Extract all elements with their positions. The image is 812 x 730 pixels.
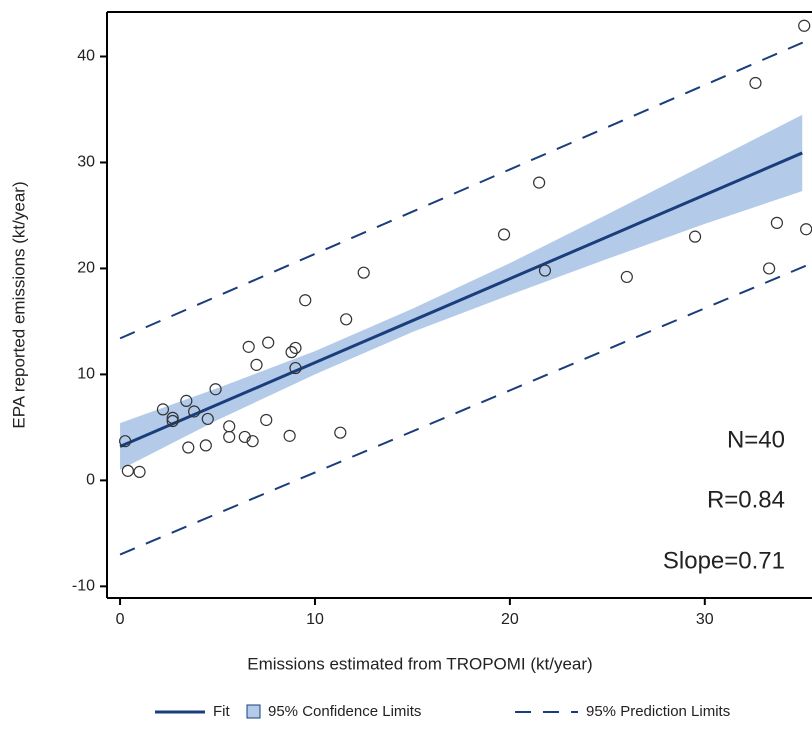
data-point: [262, 336, 275, 349]
data-point: [283, 429, 296, 442]
data-point: [289, 361, 302, 375]
data-point: [357, 266, 370, 279]
data-point: [166, 411, 179, 424]
y-axis-label: EPA reported emissions (kt/year): [9, 181, 28, 428]
data-point: [285, 346, 298, 359]
legend: Fit 95% Confidence Limits 95% Prediction L…: [155, 703, 730, 720]
data-point: [260, 413, 273, 427]
data-point: [166, 414, 179, 428]
x-tick-label: 30: [696, 611, 714, 628]
data-point: [246, 435, 259, 448]
data-point: [620, 270, 633, 284]
data-point: [538, 264, 552, 277]
x-tick-label: 20: [501, 611, 519, 628]
data-point: [299, 294, 312, 307]
data-point: [770, 216, 784, 229]
data-point: [223, 420, 236, 433]
annotation: R=0.84: [707, 486, 785, 513]
x-tick-label: 10: [306, 611, 324, 628]
data-point: [250, 358, 263, 371]
data-point: [180, 394, 193, 408]
legend-label: 95% Confidence Limits: [268, 703, 421, 720]
legend-label: 95% Prediction Limits: [586, 703, 730, 720]
data-point: [209, 383, 222, 396]
data-point: [223, 430, 236, 444]
data-point: [763, 262, 776, 275]
data-point: [242, 340, 255, 353]
x-axis-label: Emissions estimated from TROPOMI (kt/yea…: [247, 654, 592, 673]
data-point: [533, 176, 546, 189]
data-point: [749, 76, 762, 90]
annotation: N=40: [727, 426, 785, 453]
data-point: [133, 465, 146, 478]
data-point: [156, 403, 170, 416]
y-tick-label: 0: [86, 472, 95, 489]
data-point: [238, 430, 251, 444]
data-point: [201, 412, 214, 426]
y-tick-label: 40: [77, 48, 95, 65]
confidence-band: [120, 114, 803, 470]
legend-confidence-swatch: [246, 704, 261, 719]
data-point: [182, 441, 195, 454]
annotation: Slope=0.71: [663, 547, 785, 574]
data-point: [688, 230, 702, 243]
data-point: [199, 439, 212, 452]
fit-line: [119, 151, 803, 448]
prediction-limit: [119, 262, 812, 556]
prediction-limit: [119, 37, 812, 340]
y-tick-label: 20: [77, 260, 95, 277]
data-point: [798, 19, 811, 32]
y-tick-label: -10: [72, 578, 95, 595]
data-point: [497, 228, 511, 241]
x-tick-label: 0: [116, 611, 125, 628]
legend-label: Fit: [213, 703, 230, 720]
data-point: [340, 313, 353, 326]
data-point: [800, 223, 812, 236]
plot-area: [119, 19, 812, 556]
data-point: [289, 341, 302, 355]
data-point: [334, 426, 347, 439]
data-point: [121, 464, 134, 477]
y-tick-label: 10: [77, 366, 95, 383]
y-tick-label: 30: [77, 154, 95, 171]
data-point: [188, 405, 201, 418]
data-point: [119, 435, 132, 448]
